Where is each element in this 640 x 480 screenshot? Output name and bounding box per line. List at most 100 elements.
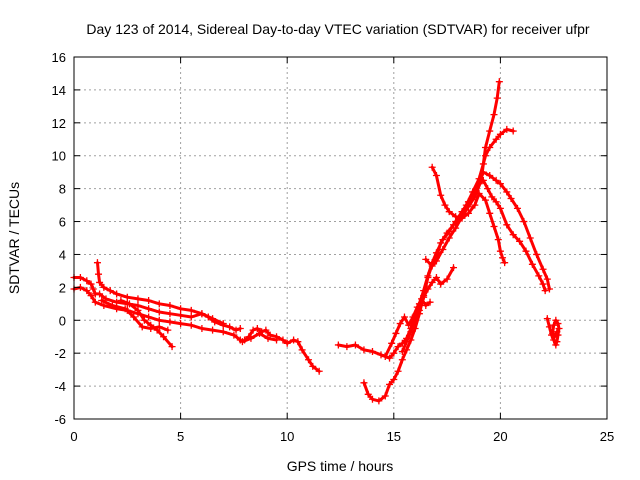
x-tick-label: 25 [600,429,614,444]
data-point-marker [539,265,547,273]
data-point-marker [177,320,185,328]
data-point-marker [503,125,511,133]
y-tick-label: 12 [52,116,66,131]
data-point-marker [528,260,536,268]
series-line [400,266,455,353]
data-point-marker [486,127,494,135]
data-point-marker [405,321,413,329]
data-point-marker [526,234,534,242]
data-point-marker [548,331,556,339]
data-point-marker [187,313,195,321]
series-arc-9 [360,125,517,405]
data-point-marker [496,247,504,255]
data-point-marker [398,356,406,364]
data-point-marker [238,338,246,346]
data-point-marker [155,308,163,316]
data-point-marker [96,278,104,286]
series-arc-13 [381,295,434,360]
data-point-marker [539,280,547,288]
data-point-marker [155,300,163,308]
data-point-marker [496,204,504,212]
data-point-marker [386,380,394,388]
series-arc-5 [98,297,172,334]
data-point-marker [91,298,99,306]
data-point-marker [381,392,389,400]
data-point-marker [471,193,479,201]
data-point-marker [219,320,227,328]
y-axis-label: SDTVAR / TECUs [6,182,22,294]
data-point-marker [390,349,398,357]
data-point-marker [106,287,114,295]
data-point-marker [503,188,511,196]
data-point-marker [388,339,396,347]
data-point-marker [298,346,306,354]
data-point-marker [166,318,174,326]
series-line [96,261,225,326]
series-arc-11 [422,78,503,270]
data-point-marker [445,208,453,216]
y-tick-label: -6 [54,412,66,427]
data-point-marker [494,236,502,244]
data-point-marker [499,254,507,262]
data-point-marker [552,316,560,324]
data-point-marker [533,250,541,258]
data-point-marker [428,163,436,171]
data-point-marker [121,305,129,313]
data-point-marker [93,259,101,267]
data-point-marker [490,222,498,230]
data-point-marker [443,275,451,283]
data-point-marker [422,255,430,263]
data-point-marker [377,351,385,359]
series-arc-6 [241,325,323,375]
data-point-marker [253,325,261,332]
series-line [336,178,547,360]
data-point-marker [95,270,103,278]
data-point-marker [550,321,558,329]
data-point-marker [553,328,561,336]
data-series [70,78,563,405]
data-point-marker [481,196,489,204]
data-point-marker [232,326,240,334]
data-point-marker [507,195,515,203]
data-point-marker [155,316,163,324]
data-point-marker [394,367,402,375]
data-point-marker [535,272,543,280]
data-point-marker [545,323,553,331]
data-point-marker [437,280,445,288]
data-point-marker [490,111,498,119]
data-point-marker [98,297,106,305]
x-tick-label: 5 [177,429,184,444]
data-point-marker [437,191,445,199]
data-point-marker [492,176,500,184]
data-point-marker [400,313,408,321]
data-point-marker [305,356,313,364]
data-point-marker [481,144,489,151]
data-point-marker [424,273,432,281]
data-point-marker [469,188,477,196]
y-tick-label: 14 [52,83,66,98]
data-point-marker [543,315,551,323]
data-point-marker [552,341,560,349]
data-point-marker [554,331,562,339]
x-tick-label: 20 [493,429,507,444]
data-point-marker [145,297,153,305]
grid [74,57,607,419]
data-point-marker [209,326,217,334]
y-tick-label: 10 [52,149,66,164]
data-point-marker [255,329,263,337]
data-point-marker [145,313,153,321]
data-point-marker [351,341,359,349]
data-point-marker [550,336,558,344]
data-point-marker [100,283,108,291]
data-point-marker [177,311,185,319]
data-point-marker [398,348,406,356]
x-tick-label: 15 [387,429,401,444]
data-point-marker [493,94,501,102]
data-point-marker [249,326,257,334]
data-point-marker [428,278,436,286]
data-point-marker [394,343,402,351]
data-point-marker [409,313,417,321]
data-point-marker [464,209,472,217]
data-point-marker [513,204,521,212]
data-point-marker [449,264,457,272]
